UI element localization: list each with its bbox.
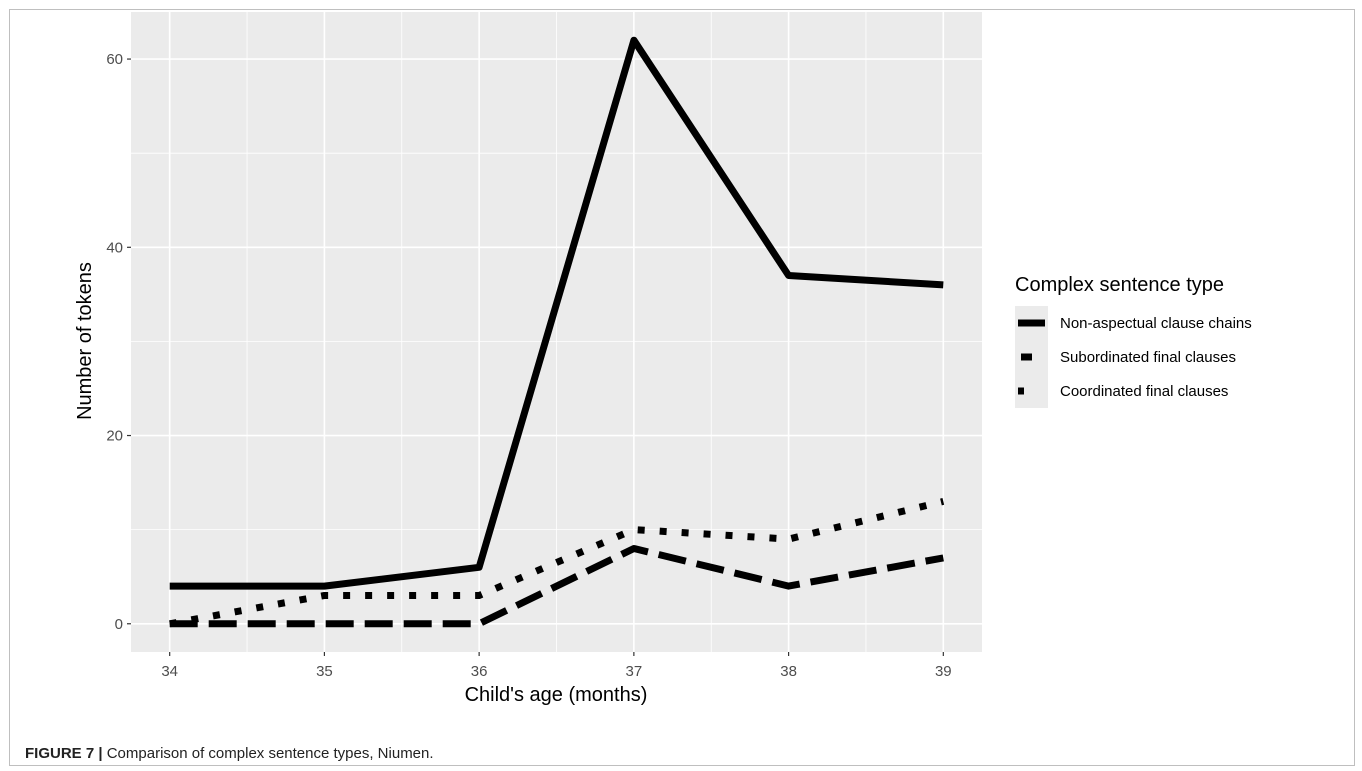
y-tick-label: 0 <box>115 616 123 633</box>
legend-label-2: Subordinated final clauses <box>1060 349 1236 366</box>
y-tick-label: 60 <box>106 51 123 68</box>
x-axis-label: Child's age (months) <box>465 684 648 706</box>
legend-title: Complex sentence type <box>1015 274 1224 296</box>
figure-frame <box>9 9 1355 766</box>
figure-caption: FIGURE 7 | Comparison of complex sentenc… <box>25 745 434 762</box>
y-axis-label: Number of tokens <box>74 262 96 420</box>
legend-label-3: Coordinated final clauses <box>1060 383 1228 400</box>
series-line-2 <box>169 545 944 628</box>
x-tick-label: 37 <box>626 663 643 680</box>
legend: Complex sentence type Non-aspectual clau… <box>1015 274 1252 408</box>
series-line-1 <box>169 36 944 590</box>
series-line-3 <box>169 497 945 628</box>
x-tick-label: 39 <box>935 663 952 680</box>
y-tick-label: 40 <box>106 239 123 256</box>
x-tick-label: 38 <box>780 663 797 680</box>
series-lines <box>169 36 945 628</box>
x-tick-label: 36 <box>471 663 488 680</box>
x-tick-label: 34 <box>161 663 178 680</box>
legend-label-1: Non-aspectual clause chains <box>1060 315 1252 332</box>
figure-caption-text: Comparison of complex sentence types, Ni… <box>102 745 434 762</box>
figure-caption-label: FIGURE 7 | <box>25 745 103 762</box>
y-tick-label: 20 <box>106 428 123 445</box>
x-tick-label: 35 <box>316 663 333 680</box>
y-axis: 0 20 40 60 <box>106 51 131 633</box>
grid-major <box>131 12 982 652</box>
x-axis: 34 35 36 37 38 39 <box>161 652 952 680</box>
